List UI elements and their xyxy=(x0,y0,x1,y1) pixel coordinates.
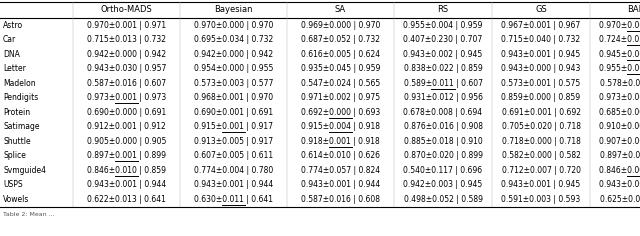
Text: SA: SA xyxy=(335,5,346,14)
Text: 0.712±0.007 | 0.720: 0.712±0.007 | 0.720 xyxy=(502,166,580,175)
Text: Protein: Protein xyxy=(3,108,30,117)
Text: 0.943±0.001 | 0.944: 0.943±0.001 | 0.944 xyxy=(600,180,640,189)
Text: 0.935±0.045 | 0.959: 0.935±0.045 | 0.959 xyxy=(301,64,380,73)
Text: 0.910±0.003 | 0.915: 0.910±0.003 | 0.915 xyxy=(600,122,640,131)
Text: 0.607±0.005 | 0.611: 0.607±0.005 | 0.611 xyxy=(194,151,273,160)
Text: 0.695±0.034 | 0.732: 0.695±0.034 | 0.732 xyxy=(194,35,273,44)
Text: 0.692±0.000 | 0.693: 0.692±0.000 | 0.693 xyxy=(301,108,380,117)
Text: 0.912±0.001 | 0.912: 0.912±0.001 | 0.912 xyxy=(87,122,166,131)
Text: 0.407±0.230 | 0.707: 0.407±0.230 | 0.707 xyxy=(403,35,483,44)
Text: Car: Car xyxy=(3,35,16,44)
Text: 0.967±0.001 | 0.967: 0.967±0.001 | 0.967 xyxy=(501,21,580,30)
Text: 0.885±0.018 | 0.910: 0.885±0.018 | 0.910 xyxy=(404,137,483,146)
Text: 0.715±0.040 | 0.732: 0.715±0.040 | 0.732 xyxy=(501,35,580,44)
Text: 0.970±0.001 | 0.971: 0.970±0.001 | 0.971 xyxy=(87,21,166,30)
Text: 0.589±0.011 | 0.607: 0.589±0.011 | 0.607 xyxy=(403,79,483,88)
Text: 0.846±0.010 | 0.859: 0.846±0.010 | 0.859 xyxy=(87,166,166,175)
Text: 0.573±0.001 | 0.575: 0.573±0.001 | 0.575 xyxy=(501,79,580,88)
Text: 0.691±0.001 | 0.692: 0.691±0.001 | 0.692 xyxy=(502,108,580,117)
Text: 0.846±0.006 | 0.856: 0.846±0.006 | 0.856 xyxy=(600,166,640,175)
Text: 0.690±0.001 | 0.691: 0.690±0.001 | 0.691 xyxy=(194,108,273,117)
Text: 0.954±0.000 | 0.955: 0.954±0.000 | 0.955 xyxy=(194,64,273,73)
Text: Shuttle: Shuttle xyxy=(3,137,31,146)
Text: 0.547±0.024 | 0.565: 0.547±0.024 | 0.565 xyxy=(301,79,380,88)
Text: Svmguide4: Svmguide4 xyxy=(3,166,46,175)
Text: 0.955±0.002 | 0.958: 0.955±0.002 | 0.958 xyxy=(600,64,640,73)
Text: Pendigits: Pendigits xyxy=(3,93,38,102)
Text: 0.897±0.001 | 0.899: 0.897±0.001 | 0.899 xyxy=(87,151,166,160)
Text: 0.587±0.016 | 0.607: 0.587±0.016 | 0.607 xyxy=(87,79,166,88)
Text: Astro: Astro xyxy=(3,21,23,30)
Text: 0.907±0.007 | 0.917: 0.907±0.007 | 0.917 xyxy=(600,137,640,146)
Text: DNA: DNA xyxy=(3,50,20,59)
Text: 0.943±0.001 | 0.944: 0.943±0.001 | 0.944 xyxy=(301,180,380,189)
Text: Satimage: Satimage xyxy=(3,122,40,131)
Text: 0.905±0.000 | 0.905: 0.905±0.000 | 0.905 xyxy=(87,137,166,146)
Text: 0.973±0.002 | 0.976: 0.973±0.002 | 0.976 xyxy=(600,93,640,102)
Text: 0.616±0.005 | 0.624: 0.616±0.005 | 0.624 xyxy=(301,50,380,59)
Text: Table 2: Mean ...: Table 2: Mean ... xyxy=(3,212,54,218)
Text: 0.540±0.117 | 0.696: 0.540±0.117 | 0.696 xyxy=(403,166,483,175)
Text: 0.969±0.000 | 0.970: 0.969±0.000 | 0.970 xyxy=(301,21,380,30)
Text: 0.942±0.000 | 0.942: 0.942±0.000 | 0.942 xyxy=(87,50,166,59)
Text: USPS: USPS xyxy=(3,180,22,189)
Text: 0.943±0.001 | 0.944: 0.943±0.001 | 0.944 xyxy=(194,180,273,189)
Text: 0.943±0.030 | 0.957: 0.943±0.030 | 0.957 xyxy=(87,64,166,73)
Text: BADS: BADS xyxy=(627,5,640,14)
Text: 0.715±0.013 | 0.732: 0.715±0.013 | 0.732 xyxy=(87,35,166,44)
Text: 0.955±0.004 | 0.959: 0.955±0.004 | 0.959 xyxy=(403,21,483,30)
Text: Vowels: Vowels xyxy=(3,195,29,204)
Text: 0.968±0.001 | 0.970: 0.968±0.001 | 0.970 xyxy=(194,93,273,102)
Text: Letter: Letter xyxy=(3,64,26,73)
Text: 0.630±0.011 | 0.641: 0.630±0.011 | 0.641 xyxy=(194,195,273,204)
Text: 0.838±0.022 | 0.859: 0.838±0.022 | 0.859 xyxy=(404,64,483,73)
Text: 0.498±0.052 | 0.589: 0.498±0.052 | 0.589 xyxy=(403,195,483,204)
Text: Madelon: Madelon xyxy=(3,79,36,88)
Text: 0.945±0.003 | 0.949: 0.945±0.003 | 0.949 xyxy=(599,50,640,59)
Text: 0.897±0.002 | 0.901: 0.897±0.002 | 0.901 xyxy=(600,151,640,160)
Text: 0.614±0.010 | 0.626: 0.614±0.010 | 0.626 xyxy=(301,151,380,160)
Text: 0.973±0.001 | 0.973: 0.973±0.001 | 0.973 xyxy=(87,93,166,102)
Text: 0.913±0.005 | 0.917: 0.913±0.005 | 0.917 xyxy=(194,137,273,146)
Text: 0.582±0.000 | 0.582: 0.582±0.000 | 0.582 xyxy=(502,151,580,160)
Text: 0.685±0.004 | 0.689: 0.685±0.004 | 0.689 xyxy=(600,108,640,117)
Text: 0.931±0.012 | 0.956: 0.931±0.012 | 0.956 xyxy=(403,93,483,102)
Text: 0.943±0.002 | 0.945: 0.943±0.002 | 0.945 xyxy=(403,50,483,59)
Text: 0.587±0.016 | 0.608: 0.587±0.016 | 0.608 xyxy=(301,195,380,204)
Text: 0.591±0.003 | 0.593: 0.591±0.003 | 0.593 xyxy=(501,195,580,204)
Text: 0.573±0.003 | 0.577: 0.573±0.003 | 0.577 xyxy=(194,79,273,88)
Text: 0.970±0.001 | 0.972: 0.970±0.001 | 0.972 xyxy=(600,21,640,30)
Text: 0.690±0.000 | 0.691: 0.690±0.000 | 0.691 xyxy=(87,108,166,117)
Text: 0.870±0.020 | 0.899: 0.870±0.020 | 0.899 xyxy=(403,151,483,160)
Text: 0.943±0.000 | 0.943: 0.943±0.000 | 0.943 xyxy=(501,64,580,73)
Text: 0.943±0.001 | 0.945: 0.943±0.001 | 0.945 xyxy=(501,50,580,59)
Text: 0.915±0.004 | 0.918: 0.915±0.004 | 0.918 xyxy=(301,122,380,131)
Text: 0.915±0.001 | 0.917: 0.915±0.001 | 0.917 xyxy=(194,122,273,131)
Text: 0.705±0.020 | 0.718: 0.705±0.020 | 0.718 xyxy=(502,122,580,131)
Text: 0.876±0.016 | 0.908: 0.876±0.016 | 0.908 xyxy=(403,122,483,131)
Text: 0.918±0.001 | 0.918: 0.918±0.001 | 0.918 xyxy=(301,137,380,146)
Text: 0.859±0.000 | 0.859: 0.859±0.000 | 0.859 xyxy=(501,93,580,102)
Text: 0.971±0.002 | 0.975: 0.971±0.002 | 0.975 xyxy=(301,93,380,102)
Text: 0.943±0.001 | 0.945: 0.943±0.001 | 0.945 xyxy=(501,180,580,189)
Text: 0.970±0.000 | 0.970: 0.970±0.000 | 0.970 xyxy=(194,21,273,30)
Text: Splice: Splice xyxy=(3,151,26,160)
Text: 0.774±0.057 | 0.824: 0.774±0.057 | 0.824 xyxy=(301,166,380,175)
Text: RS: RS xyxy=(437,5,449,14)
Text: 0.578±0.012 | 0.603: 0.578±0.012 | 0.603 xyxy=(600,79,640,88)
Text: GS: GS xyxy=(535,5,547,14)
Text: 0.943±0.001 | 0.944: 0.943±0.001 | 0.944 xyxy=(87,180,166,189)
Text: 0.622±0.013 | 0.641: 0.622±0.013 | 0.641 xyxy=(87,195,166,204)
Text: 0.942±0.003 | 0.945: 0.942±0.003 | 0.945 xyxy=(403,180,483,189)
Text: 0.678±0.008 | 0.694: 0.678±0.008 | 0.694 xyxy=(403,108,483,117)
Text: 0.687±0.052 | 0.732: 0.687±0.052 | 0.732 xyxy=(301,35,380,44)
Text: 0.625±0.011 | 0.641: 0.625±0.011 | 0.641 xyxy=(600,195,640,204)
Text: 0.718±0.000 | 0.718: 0.718±0.000 | 0.718 xyxy=(502,137,580,146)
Text: 0.942±0.000 | 0.942: 0.942±0.000 | 0.942 xyxy=(194,50,273,59)
Text: Bayesian: Bayesian xyxy=(214,5,253,14)
Text: Ortho-MADS: Ortho-MADS xyxy=(100,5,152,14)
Text: 0.774±0.004 | 0.780: 0.774±0.004 | 0.780 xyxy=(194,166,273,175)
Text: 0.724±0.030 | 0.780: 0.724±0.030 | 0.780 xyxy=(600,35,640,44)
